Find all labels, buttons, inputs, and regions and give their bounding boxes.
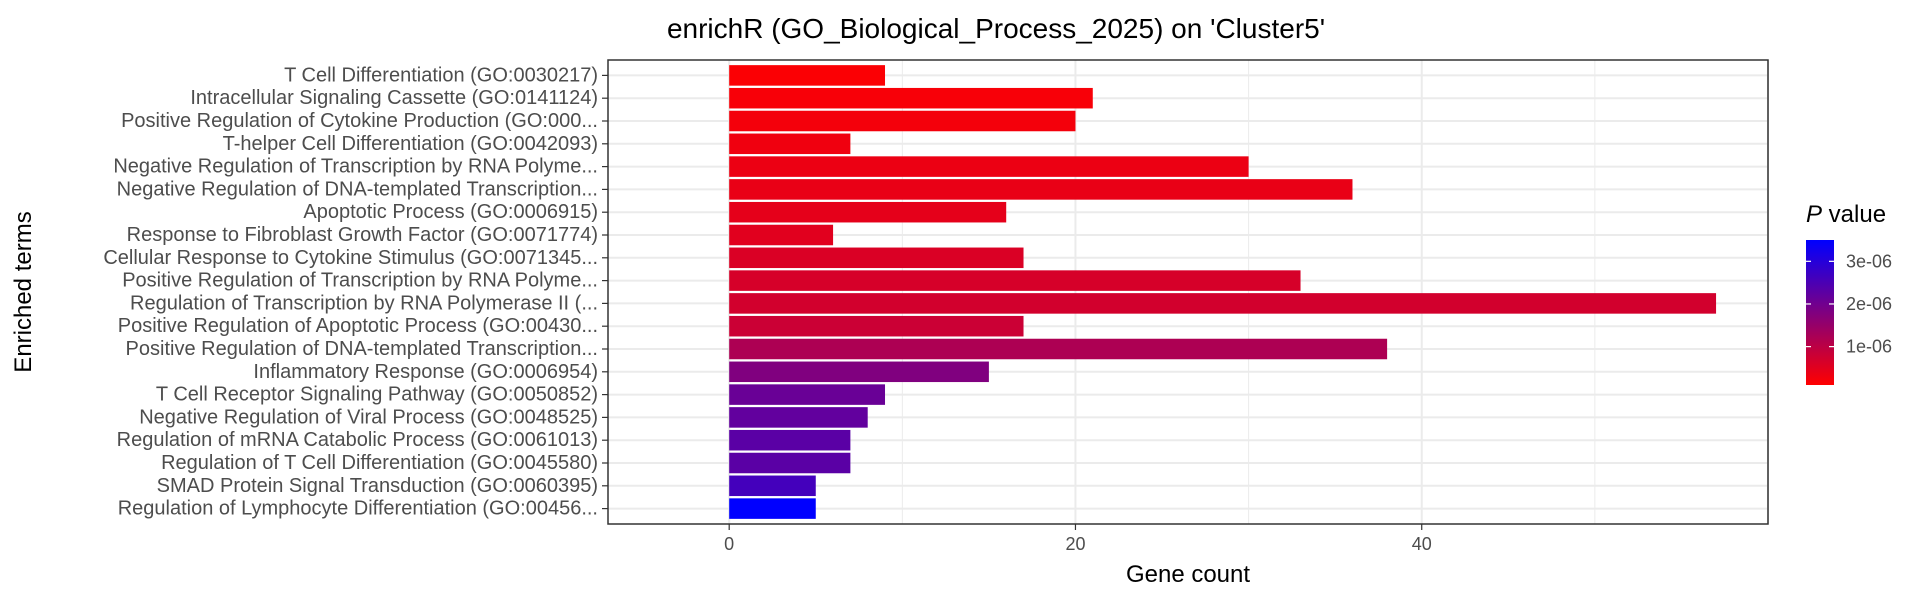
y-tick-label: Positive Regulation of Apoptotic Process… <box>118 315 598 337</box>
panel-border <box>607 59 1769 525</box>
y-tick-label: T-helper Cell Differentiation (GO:004209… <box>223 133 598 155</box>
y-tick-label: Negative Regulation of Transcription by … <box>113 156 598 178</box>
plot-panel <box>607 59 1769 525</box>
bar <box>729 293 1717 314</box>
bar <box>729 224 834 246</box>
x-axis: 0 20 40 <box>724 524 1432 554</box>
y-tick-label: Regulation of Transcription by RNA Polym… <box>130 292 598 314</box>
y-tick-label: T Cell Receptor Signaling Pathway (GO:00… <box>156 384 598 406</box>
bar <box>729 133 851 155</box>
y-tick-label: Negative Regulation of Viral Process (GO… <box>139 406 598 428</box>
bar <box>729 384 886 405</box>
y-tick-label: Response to Fibroblast Growth Factor (GO… <box>127 224 598 246</box>
y-tick-label: Cellular Response to Cytokine Stimulus (… <box>103 247 598 269</box>
legend-title: P value <box>1806 201 1886 228</box>
x-tick-label: 0 <box>724 534 734 554</box>
x-tick-label: 20 <box>1065 534 1085 554</box>
bar <box>729 270 1301 291</box>
y-tick-labels: T Cell Differentiation (GO:0030217)Intra… <box>103 64 608 520</box>
y-tick-label: SMAD Protein Signal Transduction (GO:006… <box>157 475 598 497</box>
y-tick-label: Apoptotic Process (GO:0006915) <box>303 201 598 223</box>
bar <box>729 407 868 428</box>
y-tick-label: Positive Regulation of DNA-templated Tra… <box>126 338 598 360</box>
bar <box>729 429 851 451</box>
bar <box>729 361 989 383</box>
bars <box>729 65 1717 519</box>
bar <box>729 315 1024 337</box>
legend-tick-label: 3e-06 <box>1846 251 1892 271</box>
bar <box>729 201 1007 223</box>
y-tick-label: Negative Regulation of DNA-templated Tra… <box>117 178 598 200</box>
legend-title-rest: value <box>1822 201 1886 228</box>
y-tick-label: Positive Regulation of Cytokine Producti… <box>121 110 598 132</box>
legend-ticks: 1e-06 2e-06 3e-06 <box>1806 251 1892 357</box>
legend: P value 1e-06 2e-06 3e-06 <box>1806 201 1892 385</box>
bar <box>729 498 816 519</box>
bar <box>729 452 851 474</box>
x-tick-label: 40 <box>1412 534 1432 554</box>
bar <box>729 156 1249 177</box>
y-tick-label: Regulation of T Cell Differentiation (GO… <box>161 452 598 474</box>
legend-tick-label: 1e-06 <box>1846 337 1892 357</box>
y-tick-label: Inflammatory Response (GO:0006954) <box>253 361 598 383</box>
legend-title-italic: P <box>1806 201 1822 228</box>
y-axis-title: Enriched terms <box>10 211 37 372</box>
y-tick-label: T Cell Differentiation (GO:0030217) <box>284 64 598 86</box>
bar <box>729 247 1024 269</box>
bar <box>729 338 1388 360</box>
legend-tick-label: 2e-06 <box>1846 294 1892 314</box>
bar <box>729 475 816 497</box>
bar <box>729 65 886 86</box>
bar <box>729 179 1353 200</box>
chart-title: enrichR (GO_Biological_Process_2025) on … <box>667 13 1325 44</box>
bar <box>729 110 1076 132</box>
y-tick-label: Regulation of Lymphocyte Differentiation… <box>118 498 598 520</box>
bar <box>729 87 1093 109</box>
y-tick-label: Intracellular Signaling Cassette (GO:014… <box>190 87 598 109</box>
y-tick-label: Positive Regulation of Transcription by … <box>122 270 598 292</box>
legend-colorbar <box>1806 240 1834 385</box>
x-axis-title: Gene count <box>1126 561 1250 588</box>
y-tick-label: Regulation of mRNA Catabolic Process (GO… <box>117 429 598 451</box>
